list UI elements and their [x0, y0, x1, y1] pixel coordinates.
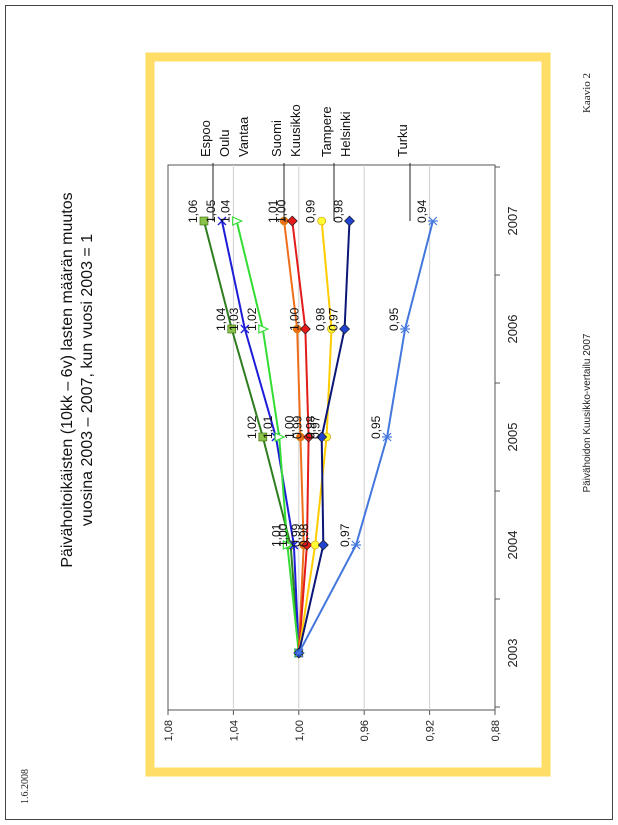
data-point: [382, 432, 393, 442]
data-point: [199, 216, 209, 226]
data-label: 0,98: [304, 415, 318, 439]
data-label: 0,98: [331, 199, 345, 223]
y-tick-label: 0,92: [425, 720, 437, 741]
data-point: [400, 324, 411, 334]
x-tick-label: 2005: [505, 423, 520, 452]
data-label: 1,05: [204, 199, 218, 223]
data-label: 1,04: [219, 199, 233, 223]
data-label: 1,01: [266, 199, 280, 223]
legend-label-tampere: Tampere: [319, 106, 334, 157]
data-point: [258, 432, 268, 442]
x-tick-label: 2003: [505, 639, 520, 668]
footer-source: Päivähoidon Kuusikko-vertailu 2007: [582, 333, 593, 492]
data-point: [227, 324, 237, 334]
data-point: [289, 540, 299, 550]
data-point: [217, 216, 227, 226]
data-label: 1,01: [269, 523, 283, 547]
data-point: [316, 431, 328, 443]
chart-border: [145, 52, 551, 777]
data-label: 0,97: [309, 415, 323, 439]
data-point: [327, 324, 336, 334]
x-tick-label: 2006: [505, 315, 520, 344]
data-point: [344, 215, 355, 227]
data-label: 1,00: [287, 307, 301, 331]
data-point: [303, 431, 315, 443]
slide-frame: [5, 5, 613, 820]
legend-label-oulu: Oulu: [217, 130, 232, 157]
plot-frame: [167, 164, 496, 711]
data-point: [351, 540, 362, 550]
data-point: [301, 539, 313, 551]
data-point: [232, 216, 244, 226]
legend-label-turku: Turku: [395, 124, 410, 157]
footer-date: 1.6.2008: [20, 769, 31, 804]
data-label: 1,02: [245, 307, 259, 331]
data-label: 1,00: [276, 523, 290, 547]
data-label: 0,94: [415, 199, 429, 223]
data-label: 1,04: [214, 307, 228, 331]
data-label: 0,97: [338, 523, 352, 547]
data-point: [293, 648, 304, 658]
data-label: 1,00: [282, 415, 296, 439]
data-point: [299, 323, 311, 335]
chart-title-line2: vuosina 2003 – 2007, kun vuosi 2003 = 1: [79, 234, 96, 526]
x-axis: 2003 2004 2005 2006 2007: [495, 166, 520, 708]
data-point: [258, 324, 270, 334]
data-labels: 1,021,041,061,001,031,051,011,011,021,04…: [186, 199, 429, 547]
y-tick-label: 0,88: [490, 720, 502, 741]
data-point: [427, 216, 438, 226]
data-label: 1,00: [274, 199, 288, 223]
chart-area: [155, 62, 541, 767]
data-label: 0,99: [289, 523, 303, 547]
data-point: [286, 215, 298, 227]
data-label: 1,03: [227, 307, 241, 331]
data-point: [317, 216, 326, 226]
data-point: [240, 324, 250, 334]
y-tick-label: 1,00: [294, 720, 306, 741]
data-label: 0,95: [369, 415, 383, 439]
data-point: [282, 540, 294, 550]
data-label: 0,98: [297, 523, 311, 547]
x-tick-label: 2007: [505, 207, 520, 236]
data-point: [317, 539, 329, 551]
data-label: 1,01: [261, 415, 275, 439]
footer-figure-number: Kaavio 2: [581, 73, 593, 113]
data-label: 1,02: [245, 415, 259, 439]
y-tick-label: 1,04: [228, 720, 240, 741]
legend: Espoo Oulu Vantaa Suomi Kuusikko Tampere Helsi…: [198, 104, 411, 221]
data-label: 0,95: [387, 307, 401, 331]
legend-label-helsinki: Helsinki: [338, 111, 353, 157]
legend-label-vantaa: Vantaa: [236, 116, 251, 157]
series-layer: [199, 215, 438, 659]
data-label: 0,99: [291, 415, 305, 439]
data-point: [339, 323, 351, 335]
y-axis: 0,88 0,92 0,96 1,00 1,04 1,08: [163, 710, 502, 741]
data-label: 0,99: [304, 199, 318, 223]
data-label: 0,98: [314, 307, 328, 331]
legend-label-espoo: Espoo: [198, 120, 213, 157]
chart-title-line1: Päivähoitoikäisten (10kk – 6v) lasten mä…: [59, 192, 76, 567]
data-label: 0,97: [327, 307, 341, 331]
y-tick-label: 0,96: [359, 720, 371, 741]
legend-label-suomi: Suomi: [269, 120, 284, 157]
data-label: 1,06: [186, 199, 200, 223]
legend-label-kuusikko: Kuusikko: [288, 104, 303, 157]
y-tick-label: 1,08: [163, 720, 175, 741]
x-tick-label: 2004: [505, 531, 520, 560]
data-point: [274, 432, 286, 442]
